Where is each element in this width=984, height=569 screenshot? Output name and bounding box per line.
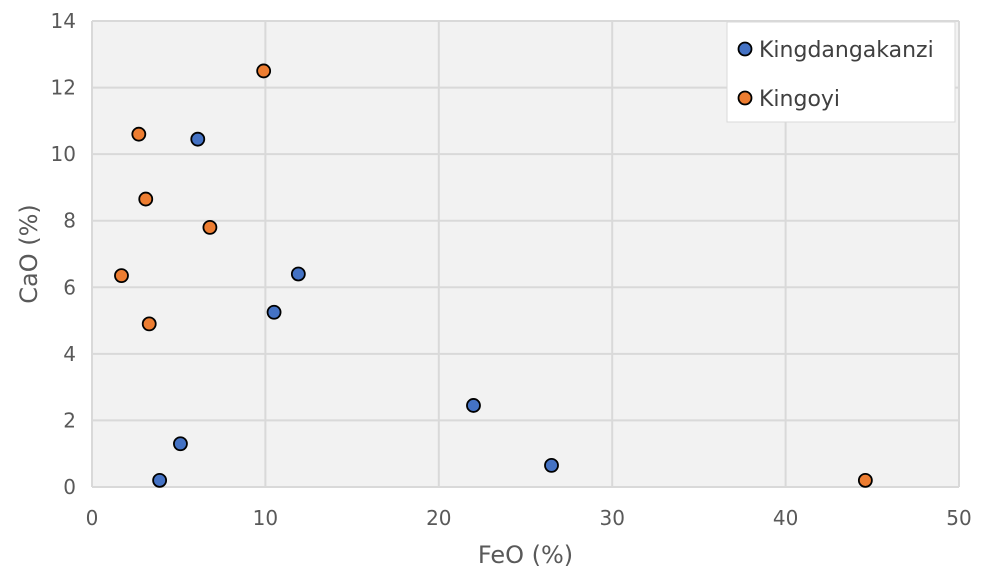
- y-tick-label: 2: [63, 408, 76, 432]
- y-tick-label: 6: [63, 275, 76, 299]
- y-tick-label: 4: [63, 342, 76, 366]
- data-point: [202, 219, 218, 235]
- x-axis-ticks: 0 10 20 30 40 50: [86, 506, 972, 530]
- legend-box: [726, 21, 956, 123]
- data-point: [114, 268, 129, 284]
- x-tick-label: 10: [253, 506, 278, 530]
- x-tick-label: 30: [599, 506, 624, 530]
- horizontal-gridlines: [92, 20, 959, 488]
- y-tick-label: 8: [63, 209, 76, 233]
- data-point: [857, 472, 873, 488]
- data-point: [256, 63, 272, 79]
- data-point: [266, 304, 282, 320]
- data-point: [131, 126, 147, 142]
- vertical-gridlines: [91, 21, 960, 487]
- legend-label: Kingoyi: [759, 87, 840, 112]
- legend-label: Kingdangakanzi: [759, 38, 934, 63]
- data-point: [466, 398, 481, 413]
- data-point: [173, 436, 188, 452]
- x-axis-title: FeO (%): [478, 541, 573, 569]
- data-point: [190, 131, 206, 147]
- x-tick-label: 40: [773, 506, 798, 530]
- legend: Kingdangakanzi Kingoyi: [726, 21, 956, 123]
- y-axis-ticks: 0 2 4 6 8 10 12 14: [51, 9, 76, 499]
- x-tick-label: 0: [86, 506, 99, 530]
- data-points: [114, 63, 873, 488]
- legend-marker: [737, 41, 753, 57]
- data-point: [290, 266, 306, 282]
- x-tick-label: 20: [426, 506, 451, 530]
- y-axis-title: CaO (%): [15, 204, 43, 304]
- data-point: [141, 316, 157, 332]
- series-1: [152, 131, 559, 488]
- data-point: [544, 457, 559, 473]
- y-tick-label: 0: [63, 475, 76, 499]
- legend-marker: [737, 90, 753, 106]
- y-tick-label: 10: [51, 142, 76, 166]
- data-point: [152, 472, 168, 488]
- y-tick-label: 14: [51, 9, 76, 33]
- data-point: [138, 191, 154, 207]
- series-2: [114, 63, 873, 488]
- y-tick-label: 12: [51, 76, 76, 100]
- x-tick-label: 50: [946, 506, 971, 530]
